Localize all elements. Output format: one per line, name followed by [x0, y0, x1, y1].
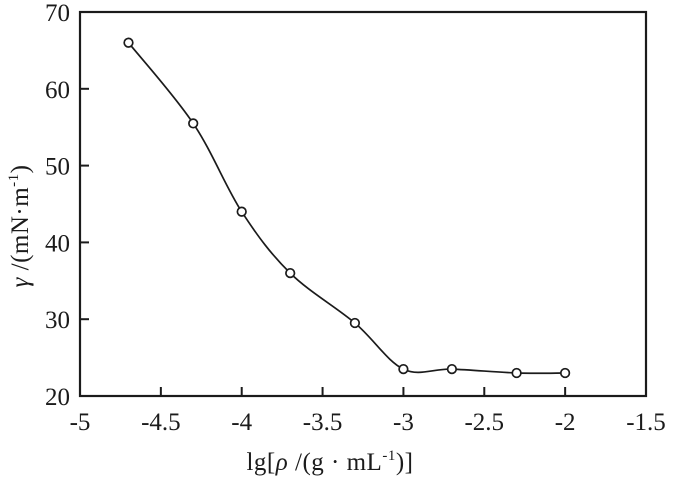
gamma-symbol: γ: [7, 276, 34, 287]
x-axis-title-lead: lg[: [246, 449, 275, 476]
y-axis-tick-label: 40: [45, 230, 70, 257]
x-axis-title-superscript: -1: [382, 448, 396, 464]
y-axis-title-mid: /(mN·m: [7, 187, 34, 277]
y-axis-tick-label: 70: [45, 0, 70, 27]
data-point-marker: [398, 363, 409, 375]
data-point-marker: [188, 118, 199, 129]
y-axis-tick-label: 50: [45, 154, 70, 181]
data-point-marker: [236, 206, 247, 217]
plot-border: [78, 10, 648, 398]
y-axis-title-superscript: -1: [6, 173, 22, 187]
data-point-marker: [559, 367, 571, 379]
x-axis-title-mid: /(g · mL: [288, 449, 382, 476]
x-axis-tick-label: -3.5: [303, 409, 343, 436]
rho-symbol: ρ: [275, 449, 289, 476]
data-point-marker: [123, 37, 134, 48]
x-axis-tick-label: -4: [231, 409, 252, 436]
x-axis-tick-label: -3: [393, 409, 414, 436]
data-point-marker: [349, 317, 361, 329]
y-axis-tick-label: 30: [45, 307, 70, 334]
data-point-marker: [446, 363, 458, 375]
x-axis-tick-label: -1.5: [626, 409, 666, 436]
x-axis-tick-label: -2: [555, 409, 576, 436]
x-axis-tick-label: -5: [70, 409, 91, 436]
x-axis-title-close: )]: [396, 449, 414, 476]
data-point-marker: [285, 267, 296, 279]
x-axis-tick-label: -2.5: [464, 409, 504, 436]
x-axis-title: lg[ρ /(g · mL-1)]: [246, 448, 413, 476]
y-axis-tick-label: 60: [45, 77, 70, 104]
y-axis-tick-label: 20: [45, 384, 70, 411]
data-point-marker: [511, 367, 522, 379]
y-axis-title: γ /(mN·m-1): [6, 165, 34, 288]
data-curve: [127, 42, 566, 375]
plot-area: -5 -4.5 -4 -3.5 -3 -2.5 -2 -1.5 20 30 40 50 60 70: [45, 0, 666, 436]
y-axis-title-close: ): [7, 165, 34, 174]
x-axis-tick-label: -4.5: [141, 409, 181, 436]
